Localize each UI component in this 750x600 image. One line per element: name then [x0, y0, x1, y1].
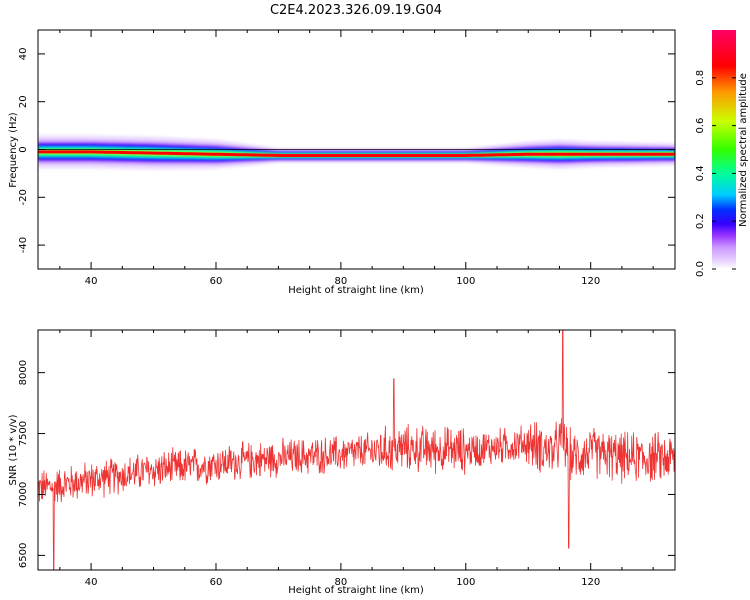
colorbar-tick-label: 0.4 — [695, 165, 706, 181]
snr-plot-area — [38, 330, 675, 570]
snr-panel: 40 60 80 100 120 6500 7000 7500 8000 Height of s… — [8, 329, 676, 596]
colorbar-gradient — [712, 30, 736, 269]
snr-frame — [37, 329, 676, 571]
colorbar-label: Normalized spectral amplitude — [738, 73, 749, 227]
spectrogram-ytick-label: 0 — [18, 146, 29, 152]
snr-axes: 40 60 80 100 120 6500 7000 7500 8000 — [18, 330, 675, 588]
spectrogram-ylabel: Frequency (Hz) — [8, 112, 19, 188]
spectrogram-xlabel: Height of straight line (km) — [288, 285, 424, 296]
spectrogram-xtick-label: 100 — [456, 276, 475, 287]
spectrogram-ytick-label: 20 — [18, 95, 29, 108]
snr-ytick-label: 8000 — [18, 360, 29, 385]
snr-xtick-label: 120 — [581, 577, 600, 588]
colorbar-tick-label: 0.2 — [695, 213, 706, 229]
snr-ylabel: SNR (10 * v/v) — [8, 414, 19, 485]
snr-xlabel: Height of straight line (km) — [288, 585, 424, 596]
spectrogram-axes: 40 60 80 100 120 -40 -20 0 20 40 — [18, 30, 675, 287]
colorbar-tick-label: 0.8 — [695, 70, 706, 86]
spectrogram-ytick-label: 40 — [18, 48, 29, 61]
colorbar-ticks: 0.0 0.2 0.4 0.6 0.8 — [695, 70, 736, 277]
spectrogram-xtick-label: 120 — [581, 276, 600, 287]
snr-xtick-label: 100 — [456, 577, 475, 588]
snr-ytick-label: 6500 — [18, 543, 29, 568]
snr-xtick-label: 60 — [210, 577, 223, 588]
spectrogram-plot-area — [38, 135, 675, 170]
spectrogram-ytick-label: -40 — [18, 237, 29, 253]
colorbar-tick-label: 0.6 — [695, 118, 706, 134]
figure-title: C2E4.2023.326.09.19.G04 — [270, 3, 442, 18]
spectrogram-ytick-label: -20 — [18, 189, 29, 205]
spectrogram-xtick-label: 40 — [85, 276, 98, 287]
snr-series-line — [38, 330, 675, 570]
snr-xtick-label: 40 — [85, 577, 98, 588]
spectrogram-ridge — [38, 150, 675, 157]
snr-ytick-label: 7500 — [18, 421, 29, 446]
spectrogram-panel: 40 60 80 100 120 -40 -20 0 20 40 Height of straig… — [8, 29, 676, 296]
snr-xtick-label: 80 — [335, 577, 348, 588]
colorbar-tick-label: 0.0 — [695, 261, 706, 277]
spectrogram-xtick-label: 80 — [335, 276, 348, 287]
colorbar: 0.0 0.2 0.4 0.6 0.8 Normalized spectral ampl… — [695, 30, 749, 277]
spectrogram-xtick-label: 60 — [210, 276, 223, 287]
snr-ytick-label: 7000 — [18, 482, 29, 507]
